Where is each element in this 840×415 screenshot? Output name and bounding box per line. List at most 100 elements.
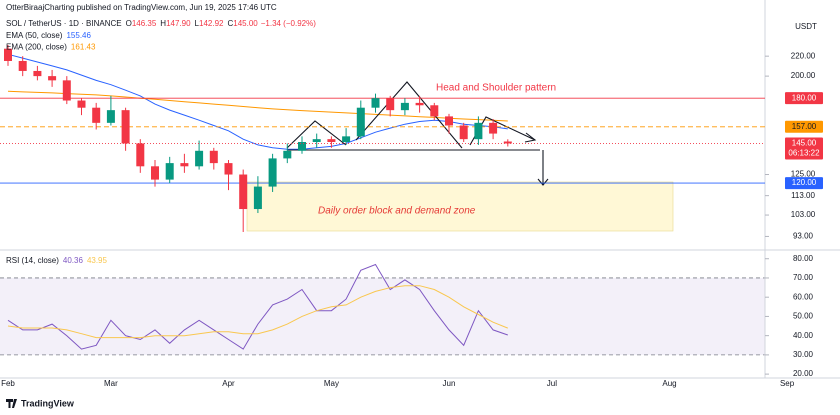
ohlc-value: 146.35: [132, 19, 157, 28]
rsi-title: RSI (14, close): [6, 256, 59, 265]
logo: [6, 399, 17, 408]
candle-body: [62, 80, 71, 101]
change: −1.34 (−0.92%): [261, 19, 316, 28]
brand: TradingView: [21, 398, 75, 408]
y-tick-label: 40.00: [793, 331, 814, 340]
plot-layer: [0, 53, 765, 356]
candle-body: [92, 107, 101, 123]
ohlc-value: 142.92: [199, 19, 224, 28]
y-tick-label: 93.00: [793, 232, 814, 241]
last-price-box: [785, 137, 823, 160]
x-tick-label: Aug: [662, 379, 676, 388]
level-label-box: [785, 177, 823, 190]
y-tick-label: 60.00: [793, 292, 814, 301]
level-label-box: [785, 92, 823, 105]
annotation: Head and Shoulder pattern: [436, 83, 556, 94]
last-price-label: 145.00: [792, 139, 817, 148]
y-tick-label: 80.00: [793, 254, 814, 263]
candle-body: [180, 163, 189, 167]
level-label: 120.00: [792, 178, 817, 187]
level-label: 180.00: [792, 93, 817, 102]
ohlc-key: O: [126, 19, 132, 28]
candle-body: [430, 105, 439, 117]
candle-body: [136, 143, 145, 167]
candle-body: [151, 166, 159, 180]
candle-body: [121, 110, 130, 144]
legend-value: 40.36: [63, 256, 84, 265]
rsi-band: [0, 277, 765, 355]
candle-body: [503, 141, 512, 144]
legend-entry: EMA (50, close) 155.46: [6, 31, 91, 40]
legend-entry: EMA (200, close) 161.43: [6, 43, 96, 52]
candle-body: [165, 163, 174, 180]
ohlc: O146.35 H147.90 L142.92 C145.00: [126, 19, 259, 28]
candle-body: [18, 60, 27, 71]
down-arrow-head: [537, 178, 549, 186]
x-tick-label: Apr: [222, 379, 235, 388]
symbol-line: SOL / TetherUS · 1D · BINANCE O146.35 H147…: [6, 19, 316, 28]
candle-body: [253, 186, 262, 210]
candle-body: [4, 48, 12, 61]
candle-body: [33, 70, 42, 77]
rsi-line: [7, 285, 508, 339]
legend-value: 43.95: [87, 256, 108, 265]
y-tick-label: 70.00: [793, 273, 814, 282]
candle-body: [268, 158, 277, 187]
candle-body: [445, 116, 453, 126]
arrow-head: [524, 132, 537, 143]
ohlc-key: L: [195, 19, 200, 28]
countdown: 06:13:22: [788, 149, 820, 158]
candle-body: [312, 139, 321, 143]
legend-name: EMA (200, close): [6, 43, 67, 52]
candle-body: [77, 100, 86, 108]
candle-body: [239, 174, 248, 210]
x-tick-label: Jun: [443, 379, 456, 388]
x-tick-label: Jul: [547, 379, 557, 388]
ema-line: [7, 53, 508, 150]
candle-body: [327, 139, 336, 143]
level-label-box: [785, 120, 823, 133]
level-label: 157.00: [792, 122, 817, 131]
y-tick-label: 20.00: [793, 369, 814, 378]
candle-body: [209, 150, 218, 164]
candle-body: [489, 122, 498, 134]
ohlc-value: 145.00: [233, 19, 258, 28]
candle-body: [195, 150, 204, 167]
x-tick-label: Mar: [104, 379, 118, 388]
ohlc-key: C: [227, 19, 233, 28]
rsi-legend: RSI (14, close) 40.36 43.95: [6, 256, 108, 265]
candle-body: [356, 107, 365, 137]
left-shoulder: [286, 120, 347, 149]
candle-body: [459, 125, 468, 140]
x-tick-label: May: [324, 379, 339, 388]
candle-body: [386, 98, 395, 111]
head: [355, 81, 463, 149]
y-tick-label: 30.00: [793, 350, 814, 359]
candle-body: [400, 102, 409, 111]
y-tick-label: 125.00: [791, 170, 816, 179]
candle-body: [106, 110, 115, 123]
candle-body: [342, 136, 351, 143]
y-tick-label: 113.00: [791, 191, 815, 200]
y-tick-label: 220.00: [791, 51, 816, 60]
ema-line: [7, 90, 508, 122]
candle-body: [371, 98, 380, 108]
y-tick-label: 200.00: [791, 71, 816, 80]
legend-name: EMA (50, close): [6, 31, 63, 40]
y-tick-label: 50.00: [793, 312, 814, 321]
x-tick-label: Sep: [780, 379, 795, 388]
candle-body: [415, 102, 424, 106]
ohlc-key: H: [160, 19, 166, 28]
legend-value: 155.46: [66, 31, 91, 40]
candle-body: [224, 163, 233, 175]
annotation: Daily order block and demand zone: [318, 206, 476, 217]
legend-value: 161.43: [71, 43, 96, 52]
currency: USDT: [795, 22, 817, 31]
y-tick-label: 103.00: [791, 210, 816, 219]
candle-body: [474, 122, 483, 140]
candle-body: [283, 150, 292, 159]
publisher: OtterBiraajCharting published on Trading…: [6, 3, 277, 12]
symbol: SOL / TetherUS · 1D · BINANCE: [6, 19, 122, 28]
ohlc-value: 147.90: [166, 19, 191, 28]
